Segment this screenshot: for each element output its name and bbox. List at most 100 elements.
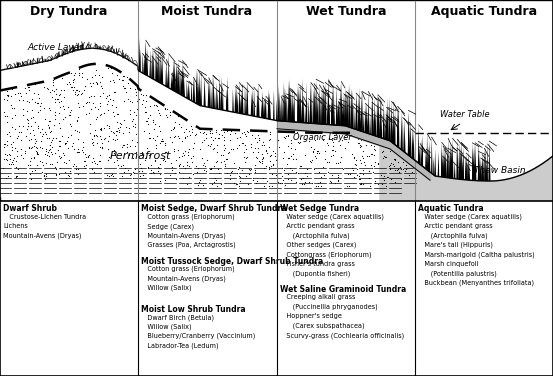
Point bbox=[220, 142, 229, 148]
Point bbox=[11, 112, 19, 118]
Text: (Arctophila fulva): (Arctophila fulva) bbox=[280, 232, 349, 239]
Point bbox=[55, 125, 64, 131]
Point bbox=[145, 135, 154, 141]
Point bbox=[27, 123, 36, 129]
Point bbox=[76, 91, 85, 97]
Point bbox=[242, 146, 251, 152]
Text: Fisher's tundra grass: Fisher's tundra grass bbox=[280, 261, 355, 267]
Point bbox=[123, 80, 132, 86]
Point bbox=[5, 156, 14, 162]
Point bbox=[132, 131, 141, 137]
Polygon shape bbox=[450, 153, 452, 178]
Point bbox=[345, 183, 353, 189]
Polygon shape bbox=[320, 91, 322, 124]
Point bbox=[223, 128, 232, 134]
Point bbox=[326, 179, 335, 185]
Point bbox=[175, 169, 184, 175]
Point bbox=[264, 164, 273, 170]
Point bbox=[104, 125, 113, 131]
Point bbox=[383, 174, 392, 180]
Point bbox=[150, 170, 159, 176]
Polygon shape bbox=[361, 92, 363, 132]
Point bbox=[57, 133, 66, 139]
Point bbox=[45, 118, 54, 124]
Point bbox=[354, 176, 363, 182]
Polygon shape bbox=[258, 84, 259, 117]
Point bbox=[64, 173, 73, 179]
Point bbox=[178, 175, 187, 181]
Point bbox=[214, 135, 223, 141]
Point bbox=[88, 142, 97, 148]
Point bbox=[62, 160, 71, 166]
Point bbox=[19, 106, 28, 112]
Polygon shape bbox=[392, 120, 393, 143]
Point bbox=[358, 171, 367, 177]
Point bbox=[406, 157, 415, 163]
Polygon shape bbox=[474, 143, 476, 180]
Point bbox=[401, 168, 410, 174]
Point bbox=[161, 158, 170, 164]
Point bbox=[275, 180, 284, 186]
Point bbox=[129, 116, 138, 122]
Polygon shape bbox=[338, 102, 340, 125]
Polygon shape bbox=[386, 118, 388, 140]
Point bbox=[112, 104, 121, 110]
Point bbox=[103, 65, 112, 71]
Polygon shape bbox=[331, 100, 332, 125]
Point bbox=[358, 155, 367, 161]
Polygon shape bbox=[184, 77, 185, 97]
Point bbox=[345, 171, 354, 177]
Point bbox=[232, 135, 241, 141]
Point bbox=[154, 168, 163, 174]
Point bbox=[251, 135, 259, 141]
Point bbox=[325, 135, 333, 141]
Point bbox=[195, 146, 204, 152]
Point bbox=[239, 154, 248, 160]
Point bbox=[7, 161, 15, 167]
Polygon shape bbox=[347, 92, 348, 127]
Point bbox=[155, 178, 164, 184]
Polygon shape bbox=[241, 97, 243, 114]
Point bbox=[236, 178, 245, 184]
Point bbox=[253, 155, 262, 161]
Point bbox=[192, 168, 201, 174]
Point bbox=[353, 140, 362, 146]
Point bbox=[64, 104, 72, 110]
Point bbox=[215, 170, 224, 176]
Text: Water sedge (Carex aquatilis): Water sedge (Carex aquatilis) bbox=[418, 214, 522, 220]
Point bbox=[129, 174, 138, 180]
Polygon shape bbox=[357, 103, 359, 130]
Point bbox=[169, 125, 178, 131]
Point bbox=[308, 148, 317, 154]
Polygon shape bbox=[421, 147, 423, 166]
Point bbox=[3, 138, 12, 144]
Polygon shape bbox=[368, 92, 369, 133]
Point bbox=[145, 135, 154, 141]
Point bbox=[102, 172, 111, 178]
Polygon shape bbox=[323, 88, 325, 124]
Point bbox=[273, 137, 282, 143]
Polygon shape bbox=[478, 151, 479, 181]
Point bbox=[129, 155, 138, 161]
Point bbox=[34, 100, 43, 106]
Point bbox=[370, 177, 379, 183]
Point bbox=[169, 126, 178, 132]
Point bbox=[53, 147, 62, 153]
Point bbox=[107, 70, 116, 76]
Polygon shape bbox=[290, 88, 291, 122]
Polygon shape bbox=[473, 148, 474, 180]
Point bbox=[129, 109, 138, 115]
Point bbox=[84, 154, 92, 160]
Point bbox=[308, 180, 317, 186]
Polygon shape bbox=[261, 98, 263, 118]
Polygon shape bbox=[377, 92, 378, 136]
Point bbox=[307, 159, 316, 165]
Point bbox=[102, 122, 111, 128]
Point bbox=[329, 152, 338, 158]
Polygon shape bbox=[196, 69, 197, 104]
Point bbox=[310, 153, 319, 159]
Point bbox=[78, 89, 87, 96]
Point bbox=[74, 88, 83, 94]
Point bbox=[140, 109, 149, 115]
Point bbox=[385, 165, 394, 171]
